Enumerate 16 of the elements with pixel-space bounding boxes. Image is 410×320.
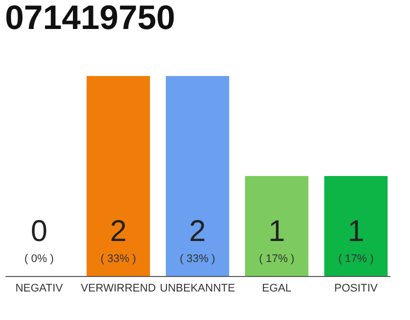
data-label: 2	[189, 215, 206, 248]
x-tick-label: NEGATIV	[15, 282, 64, 294]
annotation: ( 17% )	[258, 253, 294, 265]
x-tick-label: UNBEKANNTE	[160, 282, 236, 294]
x-tick-label: EGAL	[262, 282, 292, 294]
annotation: ( 17% )	[338, 253, 374, 265]
annotation: ( 33% )	[180, 253, 216, 265]
annotation: ( 33% )	[100, 253, 136, 265]
annotation: ( 0% )	[24, 253, 54, 265]
x-tick-label: POSITIV	[334, 282, 378, 294]
data-label: 1	[268, 215, 286, 248]
data-label: 2	[110, 215, 127, 248]
data-label: 1	[348, 215, 364, 248]
data-label: 0	[30, 215, 48, 248]
chart-title: 071419750	[5, 0, 176, 37]
x-tick-label: VERWIRREND	[80, 282, 156, 294]
